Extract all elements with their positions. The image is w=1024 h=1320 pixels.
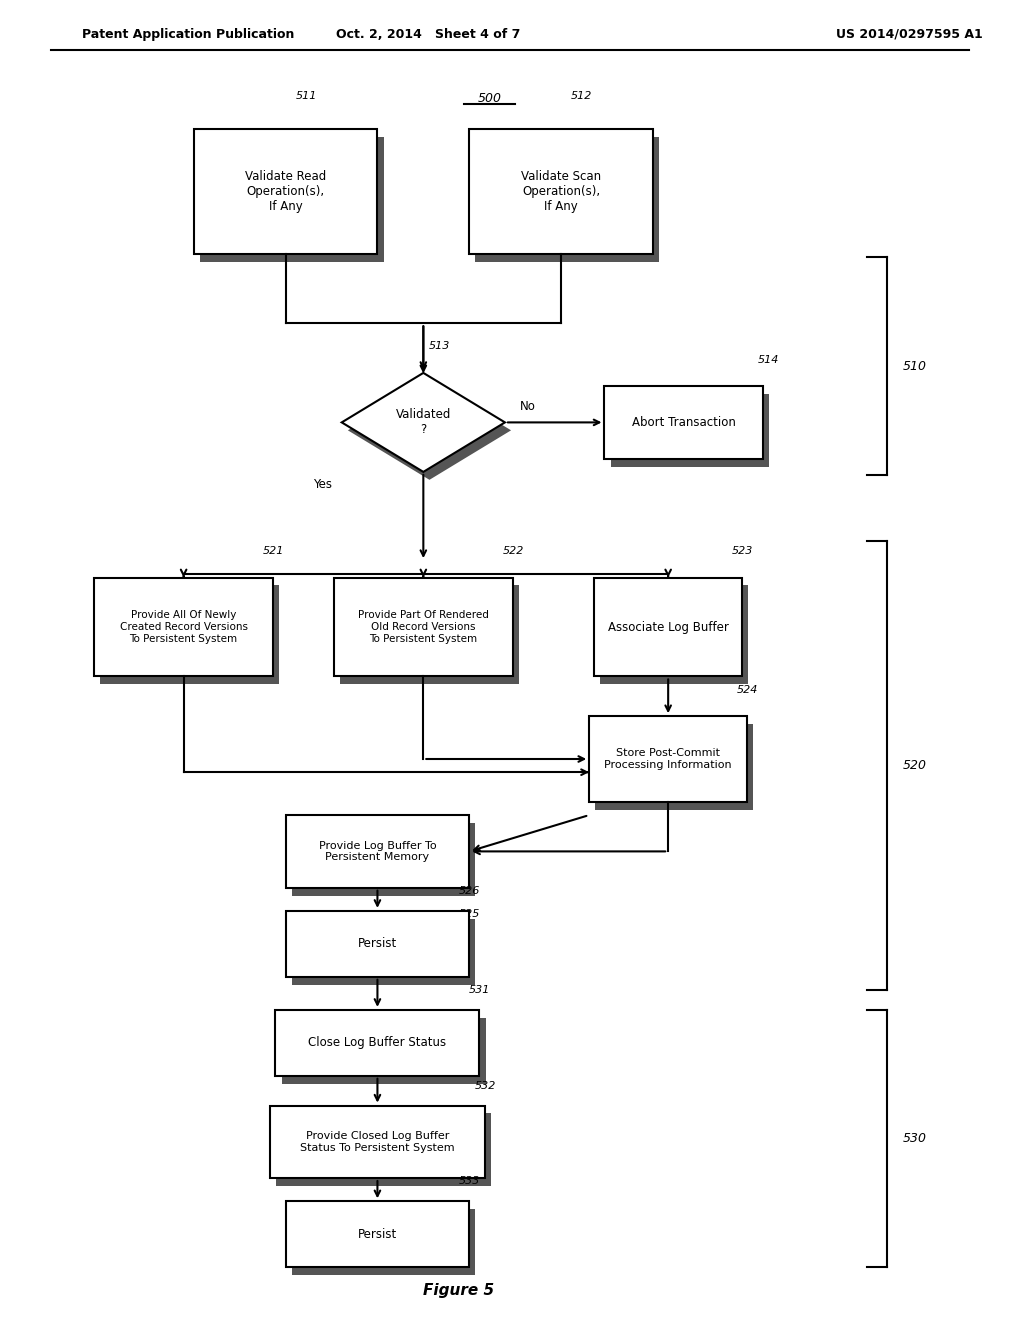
- Text: Provide Closed Log Buffer
Status To Persistent System: Provide Closed Log Buffer Status To Pers…: [300, 1131, 455, 1152]
- FancyBboxPatch shape: [594, 578, 742, 676]
- Text: 500: 500: [477, 92, 502, 106]
- FancyBboxPatch shape: [475, 137, 659, 261]
- Text: Persist: Persist: [357, 1228, 397, 1241]
- Text: 530: 530: [903, 1133, 927, 1144]
- Text: Associate Log Buffer: Associate Log Buffer: [607, 620, 729, 634]
- Text: 512: 512: [571, 91, 593, 100]
- Text: Provide Part Of Rendered
Old Record Versions
To Persistent System: Provide Part Of Rendered Old Record Vers…: [358, 610, 488, 644]
- Text: Provide All Of Newly
Created Record Versions
To Persistent System: Provide All Of Newly Created Record Vers…: [120, 610, 248, 644]
- Text: No: No: [520, 400, 537, 413]
- Text: Patent Application Publication: Patent Application Publication: [82, 28, 294, 41]
- FancyBboxPatch shape: [286, 911, 469, 977]
- Text: Yes: Yes: [312, 478, 332, 491]
- Text: 522: 522: [503, 546, 523, 556]
- FancyBboxPatch shape: [604, 385, 763, 458]
- Text: 523: 523: [732, 546, 754, 556]
- FancyBboxPatch shape: [200, 137, 384, 261]
- Text: 513: 513: [428, 342, 450, 351]
- Text: 511: 511: [296, 91, 317, 100]
- FancyBboxPatch shape: [469, 129, 653, 253]
- Text: US 2014/0297595 A1: US 2014/0297595 A1: [837, 28, 983, 41]
- FancyBboxPatch shape: [94, 578, 272, 676]
- FancyBboxPatch shape: [292, 919, 475, 985]
- Text: Close Log Buffer Status: Close Log Buffer Status: [308, 1036, 446, 1049]
- Text: Oct. 2, 2014   Sheet 4 of 7: Oct. 2, 2014 Sheet 4 of 7: [336, 28, 520, 41]
- Text: Provide Log Buffer To
Persistent Memory: Provide Log Buffer To Persistent Memory: [318, 841, 436, 862]
- FancyBboxPatch shape: [292, 824, 475, 896]
- Text: 520: 520: [903, 759, 927, 772]
- Text: Figure 5: Figure 5: [424, 1283, 495, 1299]
- Polygon shape: [342, 372, 505, 471]
- Text: 533: 533: [459, 1176, 480, 1187]
- Text: Abort Transaction: Abort Transaction: [632, 416, 735, 429]
- Text: Persist: Persist: [357, 937, 397, 950]
- FancyBboxPatch shape: [275, 1010, 479, 1076]
- Text: 525: 525: [459, 909, 480, 919]
- FancyBboxPatch shape: [100, 586, 279, 684]
- FancyBboxPatch shape: [286, 816, 469, 888]
- Text: Validate Scan
Operation(s),
If Any: Validate Scan Operation(s), If Any: [521, 170, 601, 213]
- Text: Store Post-Commit
Processing Information: Store Post-Commit Processing Information: [604, 748, 732, 770]
- Text: 524: 524: [737, 685, 759, 694]
- FancyBboxPatch shape: [292, 1209, 475, 1275]
- FancyBboxPatch shape: [340, 586, 519, 684]
- Text: 521: 521: [263, 546, 284, 556]
- FancyBboxPatch shape: [276, 1114, 490, 1185]
- FancyBboxPatch shape: [282, 1018, 485, 1084]
- FancyBboxPatch shape: [600, 586, 749, 684]
- FancyBboxPatch shape: [595, 725, 754, 810]
- Text: 514: 514: [758, 355, 779, 364]
- Text: 510: 510: [903, 360, 927, 372]
- Text: Validated
?: Validated ?: [395, 408, 451, 437]
- FancyBboxPatch shape: [286, 1201, 469, 1267]
- FancyBboxPatch shape: [610, 393, 769, 466]
- Text: 531: 531: [469, 985, 490, 995]
- Text: 526: 526: [459, 886, 480, 896]
- Text: Validate Read
Operation(s),
If Any: Validate Read Operation(s), If Any: [245, 170, 327, 213]
- FancyBboxPatch shape: [589, 715, 748, 803]
- FancyBboxPatch shape: [194, 129, 378, 253]
- FancyBboxPatch shape: [270, 1106, 484, 1177]
- Polygon shape: [348, 380, 511, 479]
- Text: 532: 532: [474, 1081, 496, 1090]
- FancyBboxPatch shape: [334, 578, 513, 676]
